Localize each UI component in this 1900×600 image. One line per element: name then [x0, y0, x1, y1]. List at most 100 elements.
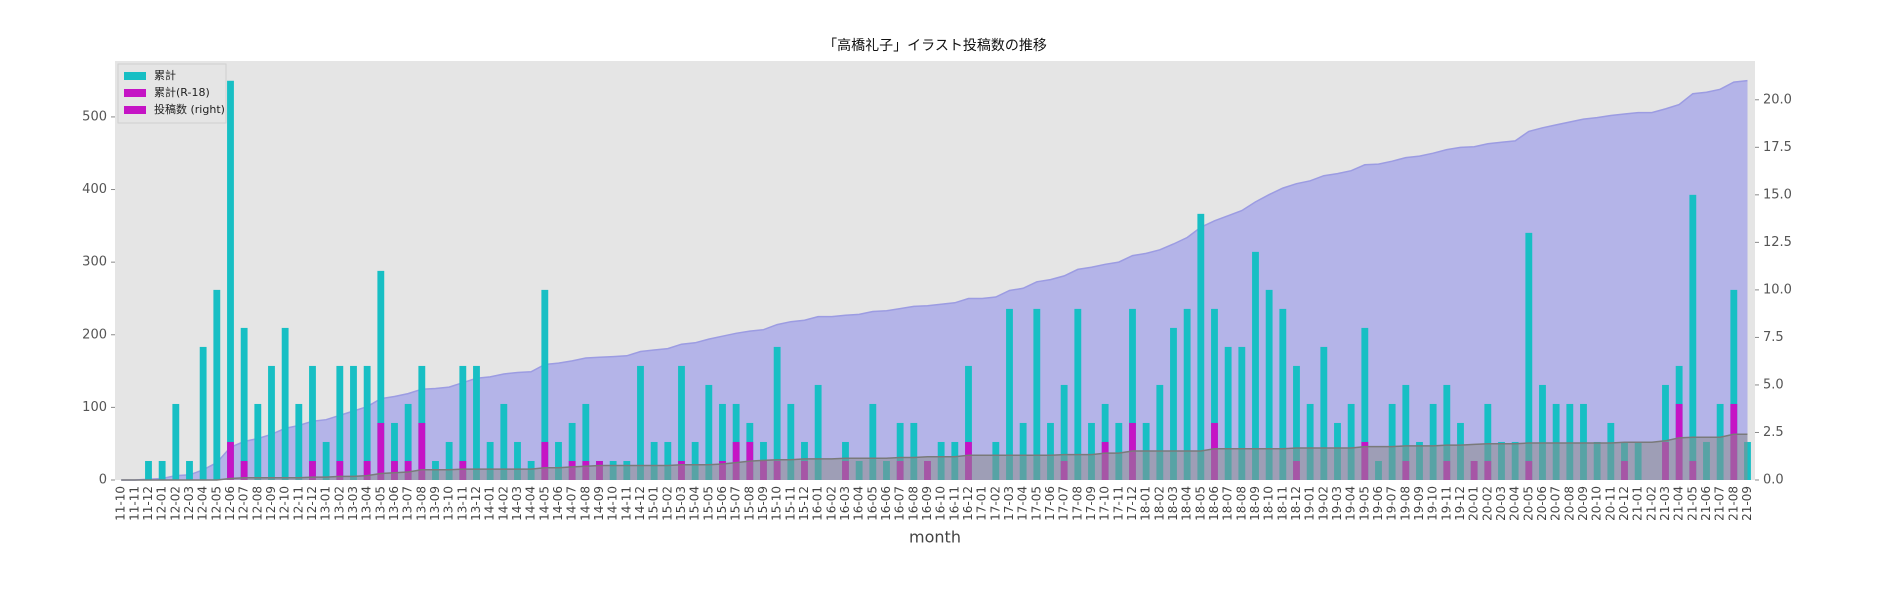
- bar: [322, 441, 330, 480]
- bar: [1019, 422, 1027, 480]
- x-tick-label: 12-01: [155, 486, 169, 521]
- bar: [582, 403, 590, 480]
- x-tick-label: 19-10: [1426, 486, 1440, 521]
- bar: [1033, 308, 1041, 480]
- bar: [254, 403, 262, 480]
- bar: [295, 403, 303, 480]
- y2-tick-label: 7.5: [1763, 330, 1784, 345]
- bar: [1265, 289, 1273, 480]
- y-tick-label: 400: [82, 182, 107, 197]
- x-tick-label: 21-05: [1685, 486, 1699, 521]
- bar: [1170, 327, 1177, 480]
- x-tick-label: 18-02: [1152, 486, 1166, 521]
- bar: [1006, 308, 1013, 480]
- bar: [1129, 308, 1136, 480]
- bar: [1443, 384, 1451, 480]
- bar: [1047, 422, 1054, 480]
- x-tick-label: 18-05: [1193, 486, 1207, 521]
- x-tick-label: 16-09: [920, 486, 934, 521]
- bar: [336, 365, 344, 480]
- bar: [1580, 403, 1587, 480]
- bar: [1525, 232, 1533, 480]
- x-tick-label: 20-04: [1508, 486, 1522, 521]
- bar: [1347, 403, 1355, 480]
- bar: [1279, 308, 1287, 480]
- x-tick-label: 15-11: [783, 486, 797, 521]
- legend-label: 累計(R-18): [154, 85, 210, 99]
- x-tick-label: 17-02: [988, 486, 1002, 521]
- bar: [1224, 346, 1232, 480]
- legend-swatch: [124, 89, 146, 97]
- x-tick-label: 13-01: [319, 486, 333, 521]
- x-tick-label: 21-08: [1726, 486, 1740, 521]
- bar: [691, 441, 699, 480]
- bar: [1552, 403, 1560, 480]
- bar: [705, 384, 713, 480]
- x-tick-label: 20-02: [1480, 486, 1494, 521]
- bar: [1252, 251, 1259, 480]
- x-tick-label: 12-06: [223, 486, 237, 521]
- y2-tick-label: 17.5: [1763, 140, 1792, 155]
- bar: [227, 80, 234, 480]
- bar: [1361, 327, 1369, 480]
- x-tick-label: 14-05: [537, 486, 551, 521]
- bar: [199, 346, 207, 480]
- bar: [445, 441, 453, 480]
- y2-tick-label: 2.5: [1763, 425, 1784, 440]
- bar: [473, 365, 480, 480]
- x-tick-label: 20-09: [1576, 486, 1590, 521]
- x-tick-label: 18-11: [1275, 486, 1289, 521]
- x-tick-label: 20-10: [1590, 486, 1604, 521]
- bar: [1320, 346, 1328, 480]
- bar: [309, 365, 316, 480]
- x-tick-label: 19-02: [1316, 486, 1330, 521]
- x-tick-label: 14-02: [496, 486, 510, 521]
- x-tick-label: 14-04: [524, 486, 538, 521]
- x-tick-label: 15-03: [674, 486, 688, 521]
- x-tick-label: 20-07: [1549, 486, 1563, 521]
- x-tick-label: 16-11: [947, 486, 961, 521]
- bar: [650, 441, 658, 480]
- x-tick-label: 20-12: [1617, 486, 1631, 521]
- y2-tick-label: 0.0: [1763, 473, 1784, 488]
- x-tick-label: 14-11: [619, 486, 633, 521]
- x-tick-label: 12-02: [168, 486, 182, 521]
- x-tick-label: 19-03: [1330, 486, 1344, 521]
- x-tick-label: 15-09: [756, 486, 770, 521]
- x-tick-label: 12-07: [237, 486, 251, 521]
- bar: [787, 403, 795, 480]
- x-tick-label: 18-10: [1262, 486, 1276, 521]
- x-tick-label: 14-01: [483, 486, 497, 521]
- bar: [1689, 194, 1697, 480]
- bar: [1115, 422, 1123, 480]
- x-tick-label: 21-06: [1699, 486, 1713, 521]
- x-tick-label: 21-02: [1644, 486, 1658, 521]
- x-tick-label: 17-07: [1057, 486, 1071, 521]
- x-tick-label: 19-07: [1385, 486, 1399, 521]
- x-tick-label: 15-02: [660, 486, 674, 521]
- x-tick-label: 19-12: [1453, 486, 1467, 521]
- bar: [377, 422, 385, 480]
- bar: [404, 403, 412, 480]
- x-tick-label: 21-04: [1672, 486, 1686, 521]
- x-tick-label: 14-03: [510, 486, 524, 521]
- x-tick-label: 17-12: [1125, 486, 1139, 521]
- bar: [1429, 403, 1437, 480]
- x-tick-label: 13-05: [373, 486, 387, 521]
- x-tick-label: 15-10: [770, 486, 784, 521]
- bar: [281, 327, 289, 480]
- bar: [1662, 384, 1669, 480]
- bar: [1060, 384, 1068, 480]
- x-tick-label: 16-01: [811, 486, 825, 521]
- bar: [541, 441, 549, 480]
- x-tick-label: 16-06: [879, 486, 893, 521]
- y-tick-label: 0: [99, 473, 107, 488]
- x-tick-label: 18-08: [1234, 486, 1248, 521]
- x-tick-label: 14-12: [633, 486, 647, 521]
- chart-title: 「高橋礼子」イラスト投稿数の推移: [823, 37, 1047, 54]
- x-tick-label: 17-05: [1029, 486, 1043, 521]
- bar: [910, 422, 918, 480]
- x-tick-label: 15-07: [729, 486, 743, 521]
- x-tick-label: 12-03: [182, 486, 196, 521]
